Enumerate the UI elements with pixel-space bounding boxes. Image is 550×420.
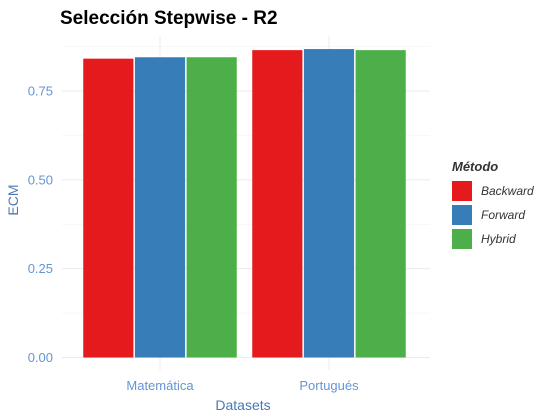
x-tick-label: Portugués <box>299 378 359 393</box>
bar-hybrid-1 <box>186 57 237 358</box>
y-axis-label: ECM <box>5 184 21 215</box>
bar-hybrid-2 <box>355 50 406 358</box>
legend-swatch-hybrid <box>452 229 472 249</box>
bar-backward-2 <box>252 50 303 358</box>
legend: Método Backward Forward Hybrid <box>452 159 534 249</box>
x-axis-label: Datasets <box>215 397 270 413</box>
legend-label-forward: Forward <box>481 208 525 222</box>
legend-title: Método <box>452 159 498 174</box>
bar-forward-1 <box>134 57 186 358</box>
legend-label-backward: Backward <box>481 184 534 198</box>
y-tick-label: 0.75 <box>28 84 53 99</box>
legend-swatch-forward <box>452 205 472 225</box>
bar-forward-2 <box>303 49 355 358</box>
y-axis-ticks: 0.00 0.25 0.50 0.75 <box>28 84 53 366</box>
bars <box>83 49 406 358</box>
y-tick-label: 0.25 <box>28 261 53 276</box>
y-tick-label: 0.00 <box>28 350 53 365</box>
x-tick-label: Matemática <box>126 378 194 393</box>
legend-swatch-backward <box>452 181 472 201</box>
chart-title: Selección Stepwise - R2 <box>60 8 278 29</box>
x-axis-ticks: Matemática Portugués <box>126 378 359 393</box>
y-tick-label: 0.50 <box>28 172 53 187</box>
legend-label-hybrid: Hybrid <box>481 232 516 246</box>
bar-backward-1 <box>83 58 134 358</box>
